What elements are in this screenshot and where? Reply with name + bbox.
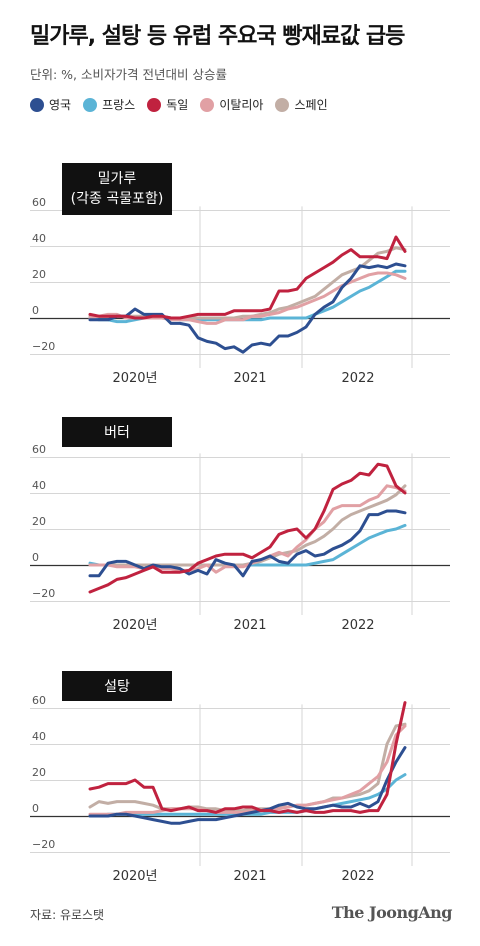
page-title: 밀가루, 설탕 등 유럽 주요국 빵재료값 급등 [30, 24, 405, 49]
y-tick-label: 0 [32, 304, 39, 317]
x-tick-label: 2020년 [112, 618, 157, 633]
y-tick-label: 0 [32, 802, 39, 815]
y-tick-label: −20 [32, 838, 55, 851]
y-tick-label: 40 [32, 479, 46, 492]
chart-label-text: 설탕 [104, 679, 130, 695]
series-line-germany [88, 462, 407, 594]
x-tick-label: 2021 [233, 869, 266, 884]
legend-item-italy: 이탈리아 [200, 96, 263, 113]
chart-label-box [62, 417, 172, 447]
legend-label-uk: 영국 [49, 98, 72, 112]
series-line-germany [88, 701, 407, 814]
x-tick-label: 2020년 [112, 869, 157, 884]
legend-dot-germany [147, 97, 162, 112]
legend-dot-italy [200, 97, 215, 112]
series-line-spain [88, 484, 407, 567]
legend-item-france: 프랑스 [83, 96, 135, 113]
x-tick-label: 2020년 [112, 371, 157, 386]
y-tick-label: 20 [32, 515, 46, 528]
chart-label-box [62, 671, 172, 701]
chart-label-text: 밀가루 [98, 171, 137, 187]
x-tick-label: 2022 [341, 869, 374, 884]
legend-label-italy: 이탈리아 [219, 98, 264, 112]
y-tick-label: −20 [32, 340, 55, 353]
legend-label-spain: 스페인 [294, 98, 328, 112]
legend-item-germany: 독일 [147, 96, 188, 113]
y-tick-label: 40 [32, 730, 46, 743]
y-tick-label: 40 [32, 232, 46, 245]
chart-1: 60 40 20 0 −20 2020년 2021 2022 밀가루 (각종 곡물포함) [30, 163, 450, 386]
unit-subtitle: 단위: %, 소비자가격 전년대비 상승률 [30, 67, 227, 82]
x-tick-label: 2022 [341, 371, 374, 386]
series-line-germany [88, 235, 407, 320]
legend-dot-spain [275, 97, 290, 112]
series-line-spain [88, 722, 407, 813]
legend-item-spain: 스페인 [275, 96, 328, 113]
y-tick-label: −20 [32, 587, 55, 600]
legend-dot-uk [30, 97, 44, 112]
legend-label-germany: 독일 [166, 98, 189, 112]
series-line-spain [88, 246, 407, 320]
y-tick-label: 60 [32, 694, 46, 707]
y-tick-label: 20 [32, 766, 46, 779]
chart-3: 60 40 20 0 −20 2020년 2021 2022 설탕 [30, 671, 450, 884]
y-tick-label: 60 [32, 443, 46, 456]
brand-logo: The JoongAng [331, 903, 453, 922]
series-line-uk [88, 509, 407, 578]
y-tick-label: 0 [32, 551, 39, 564]
y-tick-label: 60 [32, 196, 46, 209]
legend-dot-france [83, 97, 98, 112]
legend-item-uk: 영국 [30, 96, 71, 113]
x-tick-label: 2021 [233, 371, 266, 386]
chart-2: 60 40 20 0 −20 2020년 2021 2022 버터 [30, 417, 450, 633]
x-tick-label: 2022 [341, 618, 374, 633]
chart-label-box [62, 163, 172, 215]
chart-label-text: (각종 곡물포함) [71, 191, 164, 207]
series-line-uk [88, 746, 407, 825]
chart-label-text: 버터 [104, 425, 130, 441]
series-line-italy [88, 724, 407, 816]
y-tick-label: 20 [32, 268, 46, 281]
series-line-uk [88, 262, 407, 354]
source-note: 자료: 유로스탯 [30, 908, 105, 922]
x-tick-label: 2021 [233, 618, 266, 633]
legend: 영국 프랑스 독일 이탈리아 스페인 [30, 96, 328, 113]
legend-label-france: 프랑스 [102, 98, 136, 112]
